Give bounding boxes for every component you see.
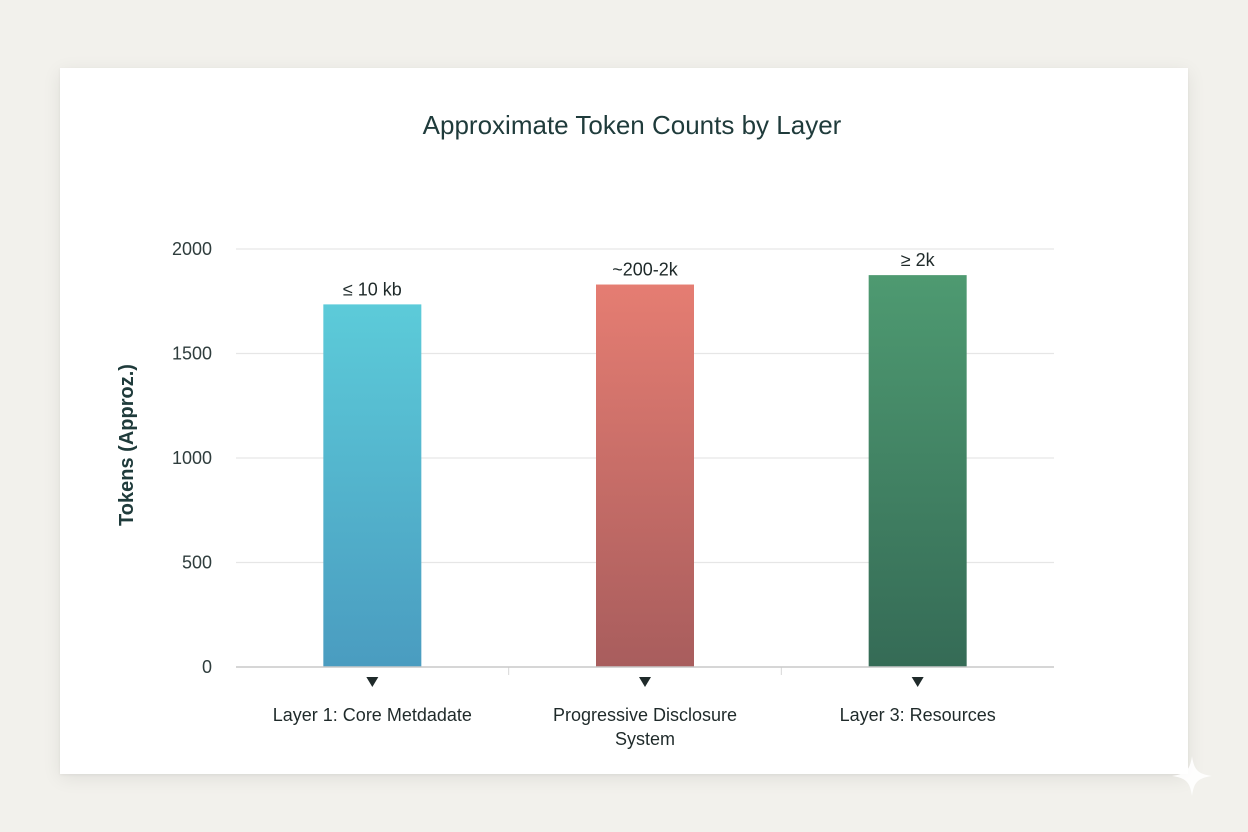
x-tick-label: Progressive Disclosure — [553, 705, 737, 725]
y-tick-label: 0 — [202, 657, 212, 677]
y-tick-label: 1000 — [172, 448, 212, 468]
x-tick-label: System — [615, 729, 675, 749]
bars — [323, 275, 967, 667]
category-markers — [366, 677, 924, 687]
data-label: ~200-2k — [612, 260, 679, 280]
x-tick-label: Layer 1: Core Metdadate — [273, 705, 472, 725]
chart-title: Approximate Token Counts by Layer — [423, 110, 842, 140]
y-tick-label: 500 — [182, 553, 212, 573]
data-labels: ≤ 10 kb ~200-2k ≥ 2k — [343, 250, 936, 299]
bar — [323, 304, 422, 667]
data-label: ≤ 10 kb — [343, 279, 402, 299]
x-tick-label: Layer 3: Resources — [840, 705, 996, 725]
bar — [868, 275, 967, 667]
data-label: ≥ 2k — [901, 250, 936, 270]
y-tick-label: 1500 — [172, 344, 212, 364]
sparkle-icon — [1172, 756, 1212, 796]
bar — [596, 284, 694, 667]
category-marker — [366, 677, 379, 687]
x-axis-categories: Layer 1: Core Metdadate Progressive Discl… — [273, 705, 996, 749]
category-marker — [911, 677, 924, 687]
y-axis-ticks: 0 500 1000 1500 2000 — [172, 239, 212, 677]
category-marker — [639, 677, 651, 687]
y-axis-label: Tokens (Approz.) — [116, 364, 138, 526]
y-tick-label: 2000 — [172, 239, 212, 259]
